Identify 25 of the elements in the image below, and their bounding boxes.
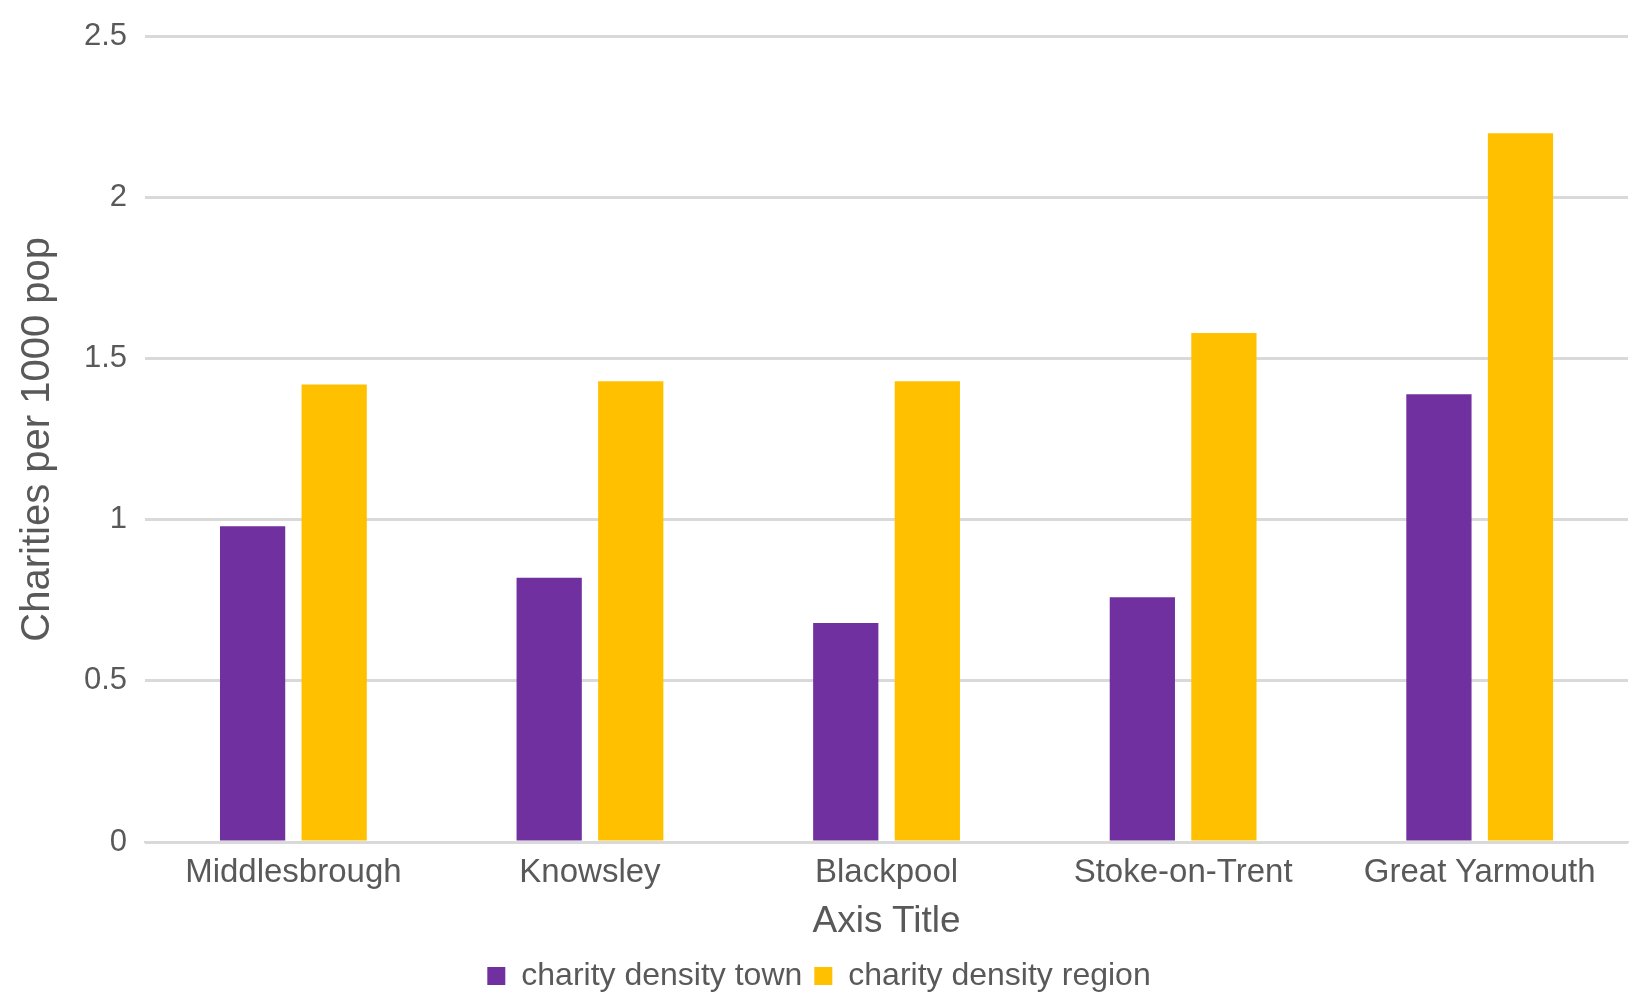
bar — [894, 381, 960, 841]
bar — [1406, 394, 1472, 841]
bar — [598, 381, 664, 841]
y-tick-label: 1.5 — [83, 339, 128, 375]
x-tick-label: Great Yarmouth — [1363, 851, 1596, 889]
y-axis-title: Charities per 1000 pop — [13, 236, 58, 642]
y-tick-label: 0.5 — [83, 661, 128, 697]
y-tick-label: 1 — [109, 500, 128, 536]
bar — [813, 622, 879, 841]
x-tick-label: Blackpool — [815, 851, 959, 889]
x-tick-label: Stoke-on-Trent — [1073, 851, 1293, 889]
bar — [516, 577, 582, 841]
legend-label: charity density region — [848, 955, 1151, 992]
y-tick-label: 0 — [109, 822, 128, 858]
bar — [1109, 597, 1175, 841]
x-tick-label: Middlesbrough — [185, 851, 402, 889]
legend-label: charity density town — [521, 955, 803, 992]
bar — [219, 526, 286, 841]
y-tick-label: 2 — [109, 178, 128, 214]
bar — [1191, 332, 1257, 841]
x-axis-title: Axis Title — [812, 899, 961, 940]
y-tick-label: 2.5 — [83, 17, 128, 53]
bar — [301, 384, 367, 841]
bar — [1487, 133, 1554, 841]
x-tick-label: Knowsley — [519, 851, 662, 889]
